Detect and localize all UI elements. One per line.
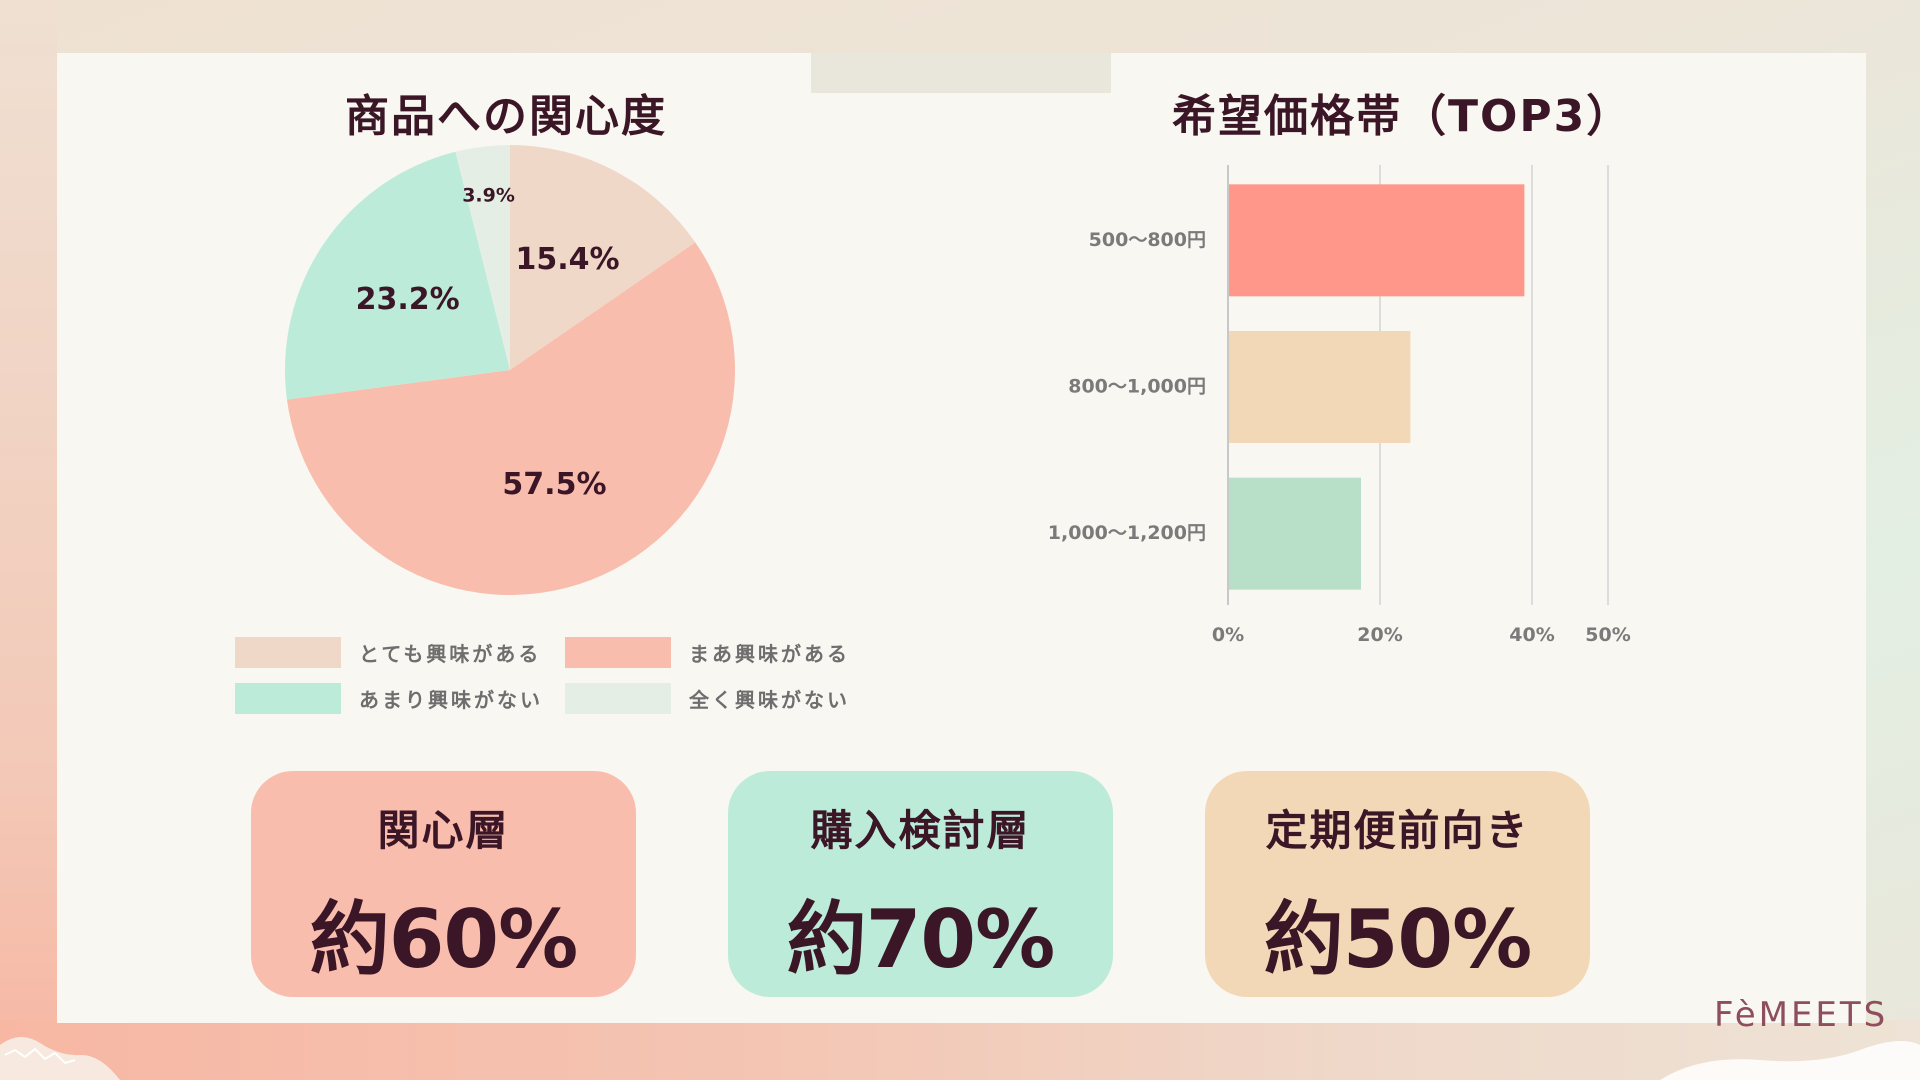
pie-slice (510, 145, 696, 370)
left-decor-band (0, 0, 57, 1080)
y-category-label: 1,000〜1,200円 (1048, 522, 1206, 544)
legend-item: 全く興味がない (565, 681, 850, 715)
card-value: 約60% (309, 893, 578, 986)
stat-card-subscription: 定期便前向き 約50% (1205, 771, 1590, 997)
bar (1228, 331, 1411, 443)
legend-item: あまり興味がない (235, 681, 543, 715)
legend-swatch (235, 682, 341, 714)
legend-swatch (565, 636, 671, 668)
x-tick-label: 40% (1509, 624, 1554, 646)
card-value: 約70% (786, 893, 1055, 986)
pie-slice-label: 23.2% (356, 282, 460, 317)
card-title: 関心層 (377, 806, 510, 855)
x-tick-label: 50% (1585, 624, 1630, 646)
pie-slice-label: 15.4% (516, 242, 620, 277)
pie-chart: 15.4% 57.5% 23.2% 3.9% (285, 145, 735, 595)
brush-decoration (1660, 1041, 1920, 1080)
y-category-label: 500〜800円 (1089, 229, 1206, 251)
pie-slice (455, 145, 510, 370)
legend-swatch (235, 636, 341, 668)
legend-swatch (565, 682, 671, 714)
legend-item: とても興味がある (235, 635, 541, 669)
pie-slice-label: 57.5% (502, 467, 606, 502)
card-title: 購入検討層 (810, 806, 1031, 855)
bar (1228, 184, 1525, 297)
pie-slice-label: 3.9% (462, 184, 515, 206)
legend-label: 全く興味がない (689, 687, 850, 712)
legend-item: まあ興味がある (565, 635, 850, 669)
brush-decoration (0, 1036, 120, 1080)
stat-card-interest: 関心層 約60% (251, 771, 636, 997)
pie-slice (285, 151, 510, 400)
x-tick-label: 20% (1357, 624, 1402, 646)
brand-logo: FèMEETS (1714, 995, 1889, 1035)
bottom-decor-band (0, 1020, 1920, 1080)
legend-label: とても興味がある (359, 641, 542, 666)
stat-card-purchase: 購入検討層 約70% (728, 771, 1113, 997)
panel-notch (811, 53, 1111, 93)
bar (1228, 477, 1361, 590)
card-value: 約50% (1263, 893, 1532, 986)
y-category-label: 800〜1,000円 (1068, 376, 1206, 398)
pie-chart-title: 商品への関心度 (345, 91, 667, 142)
x-tick-label: 0% (1212, 624, 1244, 646)
bar-chart: 0% 20% 40% 50% 500〜800円 800〜1,000円 1,000〜1,200… (1048, 165, 1631, 646)
legend-label: まあ興味がある (689, 641, 850, 666)
card-title: 定期便前向き (1265, 806, 1530, 855)
legend-label: あまり興味がない (359, 687, 543, 712)
bar-chart-title: 希望価格帯（TOP3） (1172, 91, 1633, 142)
pie-slice (286, 242, 735, 595)
